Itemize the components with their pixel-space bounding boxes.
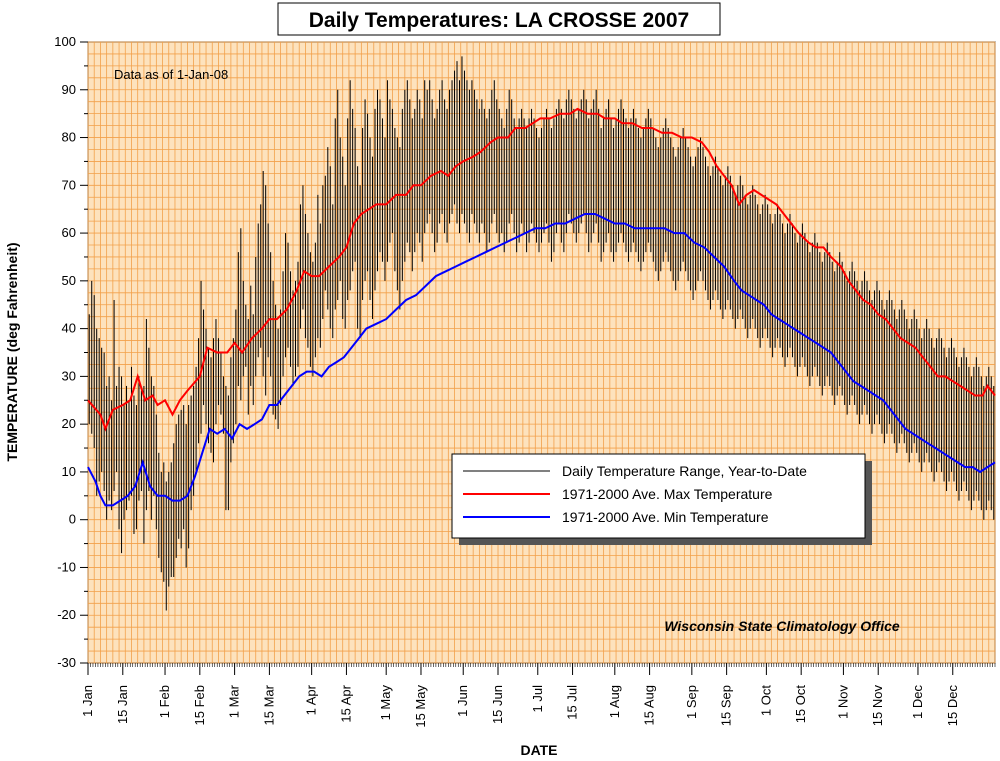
x-tick-label: 15 Oct [793,685,808,724]
y-tick-label: 20 [62,416,76,431]
chart-title: Daily Temperatures: LA CROSSE 2007 [309,9,689,32]
data-as-of-note: Data as of 1-Jan-08 [114,67,228,82]
legend-label-range: Daily Temperature Range, Year-to-Date [562,463,807,479]
y-tick-label: 100 [54,34,76,49]
x-tick-label: 15 May [413,685,428,728]
y-tick-label: -30 [57,655,76,670]
x-tick-label: 15 Nov [870,685,885,727]
x-tick-label: 1 Apr [304,684,319,715]
legend-box [451,453,866,539]
x-tick-label: 1 Dec [910,685,925,719]
y-tick-label: 90 [62,82,76,97]
y-tick-label: -20 [57,607,76,622]
y-axis-title: TEMPERATURE (deg Fahrenheit) [4,242,20,461]
legend-label-min: 1971-2000 Ave. Min Temperature [562,509,769,525]
daily-range-bars [88,56,995,611]
x-tick-label: 1 Jul [530,685,545,713]
x-tick-label: 15 Aug [642,685,657,726]
x-tick-label: 1 Jun [455,685,470,717]
y-tick-label: 30 [62,368,76,383]
avg-min-line [87,213,996,507]
x-tick-label: 15 Feb [192,685,207,725]
x-tick-label: 15 Apr [338,684,353,722]
y-tick-label: -10 [57,559,76,574]
x-tick-label: 1 Mar [227,684,242,718]
x-tick-label: 1 Jan [80,685,95,717]
legend-label-max: 1971-2000 Ave. Max Temperature [562,486,773,502]
y-tick-label: 10 [62,464,76,479]
x-tick-label: 15 Dec [945,685,960,727]
y-tick-label: 60 [62,225,76,240]
x-tick-label: 1 Oct [758,685,773,716]
x-tick-label: 1 Nov [835,685,850,719]
y-tick-label: 40 [62,321,76,336]
avg-max-line [87,107,996,432]
axes: -30 -20 -10 0 10 20 30 40 50 60 70 80 90 100 1 Jan 15 J… [54,34,996,728]
x-tick-label: 15 Mar [261,684,276,725]
x-tick-label: 1 Sep [684,685,699,719]
x-tick-label: 1 Aug [607,685,622,718]
y-tick-label: 80 [62,130,76,145]
x-tick-label: 1 Feb [157,685,172,718]
y-tick-label: 0 [69,512,76,527]
average-lines [87,107,996,507]
x-axis-title: DATE [520,742,557,758]
legend: Daily Temperature Range, Year-to-Date 19… [451,453,872,545]
credit-text: Wisconsin State Climatology Office [664,618,900,634]
y-tick-label: 70 [62,177,76,192]
x-tick-label: 15 Sep [719,685,734,726]
x-tick-label: 15 Jun [490,685,505,724]
x-tick-label: 15 Jul [565,685,580,720]
y-tick-label: 50 [62,273,76,288]
title-box [277,2,721,36]
x-tick-label: 15 Jan [115,685,130,724]
x-tick-label: 1 May [378,685,393,721]
